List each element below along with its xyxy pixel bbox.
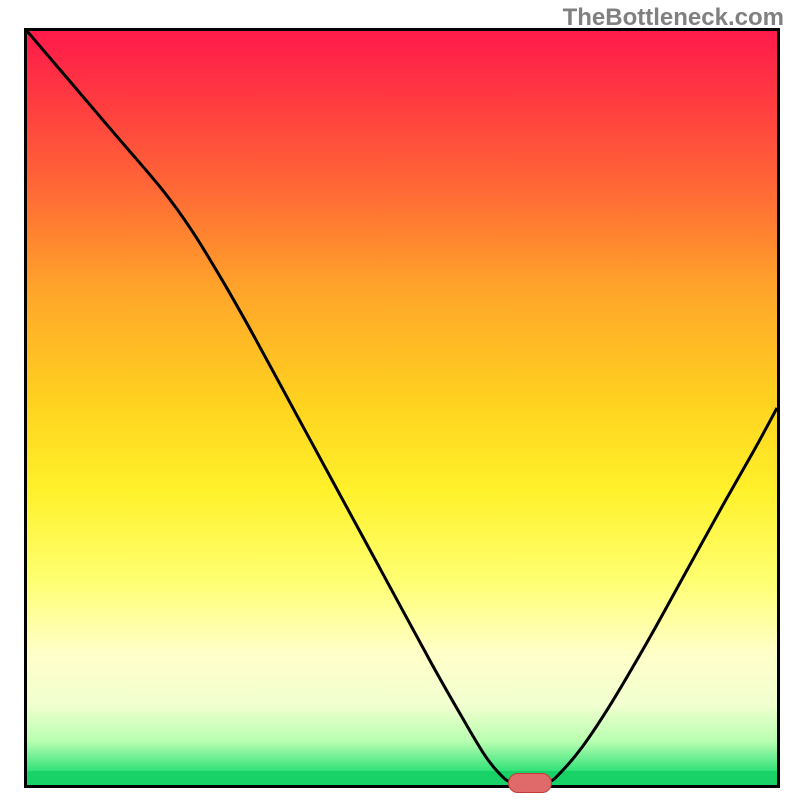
chart-root: TheBottleneck.com <box>0 0 800 800</box>
background-gradient <box>27 31 777 771</box>
minimum-marker <box>508 773 552 793</box>
green-strip <box>27 771 777 785</box>
plot-area <box>24 28 780 788</box>
